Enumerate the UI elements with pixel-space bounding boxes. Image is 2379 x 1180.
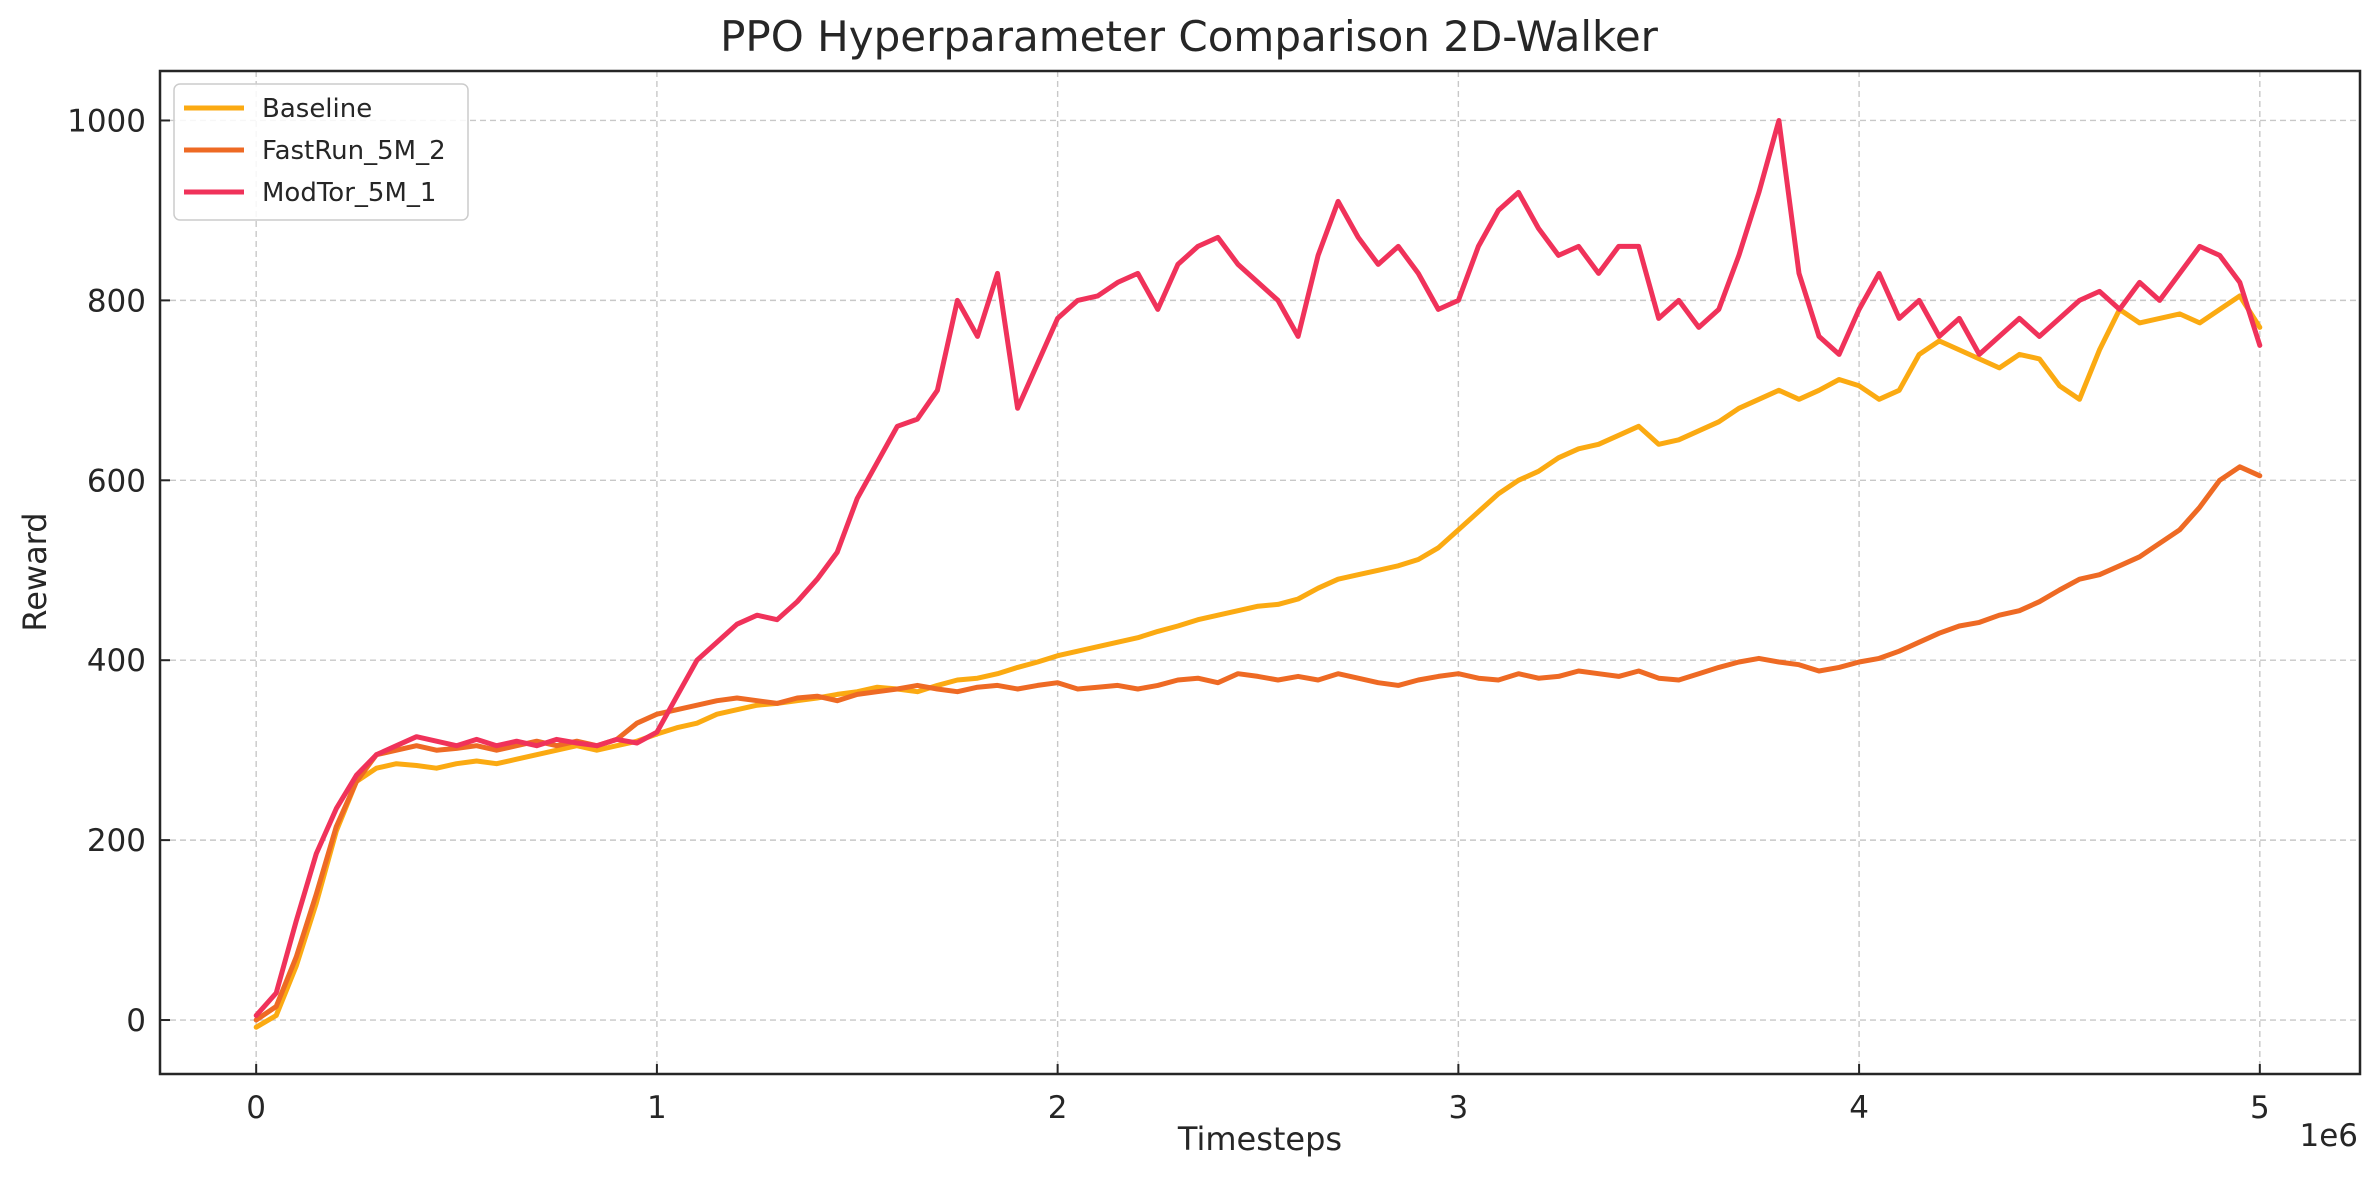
x-axis-offset-label: 1e6 (2299, 1118, 2358, 1154)
y-tick-label: 200 (87, 823, 146, 859)
series-line-0 (253, 293, 2263, 1030)
x-axis-label: Timesteps (1177, 1120, 1342, 1158)
series-lines (253, 118, 2263, 1030)
legend-label: FastRun_5M_2 (262, 136, 446, 166)
y-tick-label: 400 (87, 643, 146, 679)
series-line-2 (253, 118, 2263, 1018)
y-tick-label: 800 (87, 283, 146, 319)
x-tick-label: 3 (1448, 1090, 1468, 1126)
y-tick-label: 0 (126, 1003, 146, 1039)
grid-lines (160, 71, 2360, 1074)
x-tick-label: 4 (1849, 1090, 1869, 1126)
legend: Baseline FastRun_5M_2 ModTor_5M_1 (173, 83, 469, 221)
axis-ticks: 0 1 2 3 4 5 0 200 400 600 800 1000 (67, 103, 2270, 1126)
x-tick-label: 1 (647, 1090, 667, 1126)
legend-label: Baseline (262, 94, 372, 124)
y-tick-label: 600 (87, 463, 146, 499)
legend-label: ModTor_5M_1 (262, 178, 436, 208)
x-tick-label: 2 (1048, 1090, 1068, 1126)
x-tick-label: 5 (2250, 1090, 2270, 1126)
legend-entries: Baseline FastRun_5M_2 ModTor_5M_1 (184, 94, 446, 208)
x-tick-label: 0 (246, 1090, 266, 1126)
y-tick-label: 1000 (67, 103, 146, 139)
chart-title: PPO Hyperparameter Comparison 2D-Walker (720, 12, 1659, 61)
plot-frame (158, 69, 2362, 1076)
y-axis-label: Reward (16, 512, 54, 631)
legend-box (173, 83, 469, 221)
